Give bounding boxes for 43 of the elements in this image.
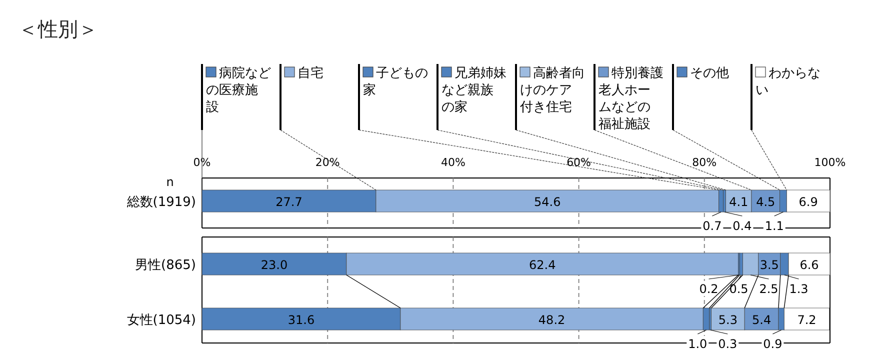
data-label: 7.2 xyxy=(797,313,816,327)
y-axis-title: n xyxy=(166,175,174,189)
x-tick-label: 100% xyxy=(814,156,846,169)
x-tick-label: 80% xyxy=(692,156,717,169)
x-tick-label: 20% xyxy=(315,156,340,169)
legend-label: 特別養護老人ホームなどの福祉施設 xyxy=(598,66,664,132)
data-label: 2.5 xyxy=(759,282,778,296)
x-tick-label: 0% xyxy=(193,156,211,169)
legend-label: 自宅 xyxy=(298,65,324,81)
legend-label: 病院などの医療施設 xyxy=(206,66,271,115)
data-label: 1.0 xyxy=(688,337,708,351)
data-label: 1.3 xyxy=(789,282,808,296)
legend-label: わからない xyxy=(756,66,820,98)
data-label: 5.3 xyxy=(718,313,738,327)
data-label: 0.3 xyxy=(718,337,738,351)
legend-label: その他 xyxy=(690,66,729,81)
legend-label: 子どもの家 xyxy=(363,66,428,98)
data-label: 0.4 xyxy=(732,219,752,233)
legend-label: 兄弟姉妹など親族の家 xyxy=(442,66,506,115)
data-label: 54.6 xyxy=(534,195,561,209)
data-label: 1.1 xyxy=(764,219,784,233)
y-tick-label: 総数(1919) xyxy=(126,195,196,210)
data-label: 0.9 xyxy=(763,337,782,351)
data-label: 23.0 xyxy=(260,258,288,272)
legend-label: 高齢者向けのケア付き住宅 xyxy=(519,65,585,115)
y-tick-label: 男性(865) xyxy=(135,258,196,273)
x-tick-label: 40% xyxy=(440,156,466,169)
data-label: 4.1 xyxy=(729,195,748,209)
data-label: 62.4 xyxy=(529,258,556,272)
data-label: 3.5 xyxy=(760,258,779,272)
data-label: 0.2 xyxy=(699,282,718,296)
data-label: 0.5 xyxy=(729,282,748,296)
data-label: 31.6 xyxy=(288,313,315,327)
data-label: 5.4 xyxy=(752,313,772,327)
data-label: 6.9 xyxy=(798,195,818,209)
data-label: 4.5 xyxy=(756,195,776,209)
data-label: 27.7 xyxy=(276,195,302,209)
data-label: 48.2 xyxy=(538,313,566,327)
y-tick-label: 女性(1054) xyxy=(126,313,196,328)
data-label: 0.7 xyxy=(702,219,722,233)
data-label: 6.6 xyxy=(800,258,819,272)
x-tick-label: 60% xyxy=(566,156,592,169)
chart-title: ＜性別＞ xyxy=(18,17,98,41)
